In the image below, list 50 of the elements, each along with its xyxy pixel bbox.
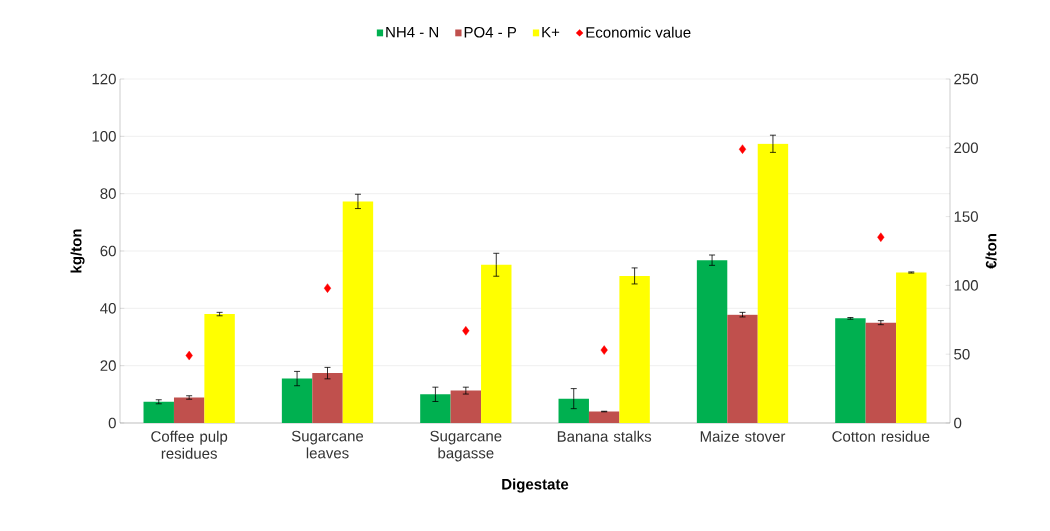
y2-tick-label: 200 — [954, 142, 978, 154]
bar — [865, 322, 897, 423]
point — [462, 326, 470, 336]
bar — [619, 275, 650, 423]
legend-label: K+ — [542, 26, 560, 38]
bar — [757, 143, 789, 423]
y-tick-label: 20 — [100, 360, 116, 371]
legend-label: PO4 - P — [464, 26, 517, 38]
bar — [558, 398, 589, 423]
y-tick-label: 60 — [100, 245, 116, 257]
x-tick-label: Sugarcane leaves — [291, 430, 364, 459]
y2-tick-label: 150 — [954, 211, 978, 222]
bar — [588, 411, 620, 423]
y-tick-label: 100 — [92, 131, 116, 142]
x-tick-label: Maize stover — [700, 430, 786, 442]
x-axis-title: Digestate — [502, 478, 569, 493]
y-tick-label: 40 — [100, 303, 116, 314]
bar — [143, 401, 174, 423]
y2-tick-label: 250 — [954, 73, 978, 85]
y-tick-label: 0 — [108, 417, 116, 429]
y-tick-label: 120 — [92, 73, 116, 85]
y-tick-label: 80 — [100, 188, 116, 199]
point — [600, 345, 608, 355]
x-tick-label: Sugarcane bagasse — [430, 430, 502, 462]
x-tick-label: Banana stalks — [557, 430, 652, 442]
bar — [173, 397, 205, 423]
bar — [204, 314, 235, 423]
bar — [342, 201, 374, 423]
y2-tick-label: 50 — [954, 348, 970, 360]
bar — [896, 272, 927, 423]
point — [738, 144, 747, 154]
point — [323, 283, 332, 293]
bar — [420, 394, 451, 423]
y2-tick-label: 0 — [954, 417, 962, 429]
point — [877, 232, 885, 242]
legend-label: Economic value — [586, 26, 691, 38]
y2-axis-title: €/ton — [985, 234, 997, 269]
bar — [696, 260, 728, 423]
y-axis-title: kg/ton — [70, 229, 85, 273]
x-tick-label: Cotton residue — [832, 430, 930, 442]
bar — [281, 378, 313, 423]
bar — [835, 318, 866, 423]
bar — [450, 390, 482, 423]
y2-tick-label: 100 — [954, 280, 978, 291]
bar — [481, 264, 512, 423]
x-tick-label: Coffee pulp residues — [151, 430, 228, 459]
legend-label: NH4 - N — [386, 26, 439, 38]
bar — [727, 314, 758, 423]
point — [185, 350, 193, 361]
bar — [312, 373, 343, 423]
